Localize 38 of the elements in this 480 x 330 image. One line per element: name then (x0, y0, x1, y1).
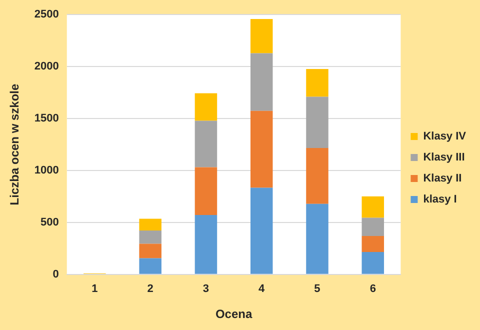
y-tick-label: 2500 (34, 8, 59, 21)
bar (362, 218, 384, 236)
bar (362, 236, 384, 252)
bar (194, 214, 218, 274)
bar (139, 244, 162, 258)
legend-label: Klasy IV (423, 130, 467, 143)
y-tick-label: 1500 (34, 112, 59, 125)
y-tick-label: 0 (52, 268, 59, 280)
x-tick-label: 6 (370, 283, 376, 296)
legend-label: klasy I (423, 194, 457, 206)
x-tick-label: 3 (202, 283, 210, 296)
bar (250, 53, 273, 111)
bar (194, 93, 218, 121)
bar (306, 69, 328, 97)
x-tick-label: 2 (147, 283, 154, 296)
bar (194, 167, 218, 215)
bar (250, 110, 273, 188)
bar (139, 230, 162, 244)
bar (250, 188, 273, 274)
x-tick-label: 5 (314, 283, 320, 296)
bar (306, 96, 328, 148)
bar (250, 18, 273, 54)
bar (362, 252, 384, 274)
bar (362, 196, 384, 218)
bar (139, 218, 162, 230)
legend-label: Klasy II (423, 172, 462, 185)
y-tick-label: 1000 (34, 164, 59, 177)
bar (194, 120, 218, 168)
bar (139, 258, 162, 274)
y-axis-title: Liczba ocen w szkole (8, 83, 22, 206)
x-tick-label: 1 (92, 283, 98, 296)
legend-label: Klasy III (423, 152, 465, 164)
x-axis-title: Ocena (215, 307, 252, 322)
x-tick-label: 4 (258, 283, 266, 296)
y-tick-label: 2000 (34, 60, 59, 73)
bar (306, 204, 328, 274)
bar (306, 148, 328, 204)
y-tick-label: 500 (40, 216, 59, 228)
